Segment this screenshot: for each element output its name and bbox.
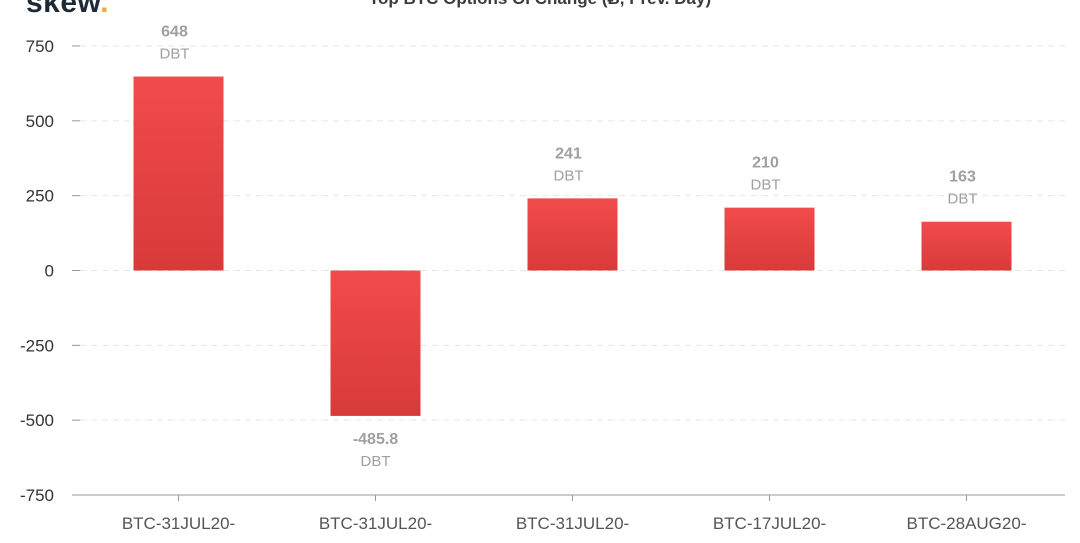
x-tick-label: BTC-28AUG20- (907, 514, 1027, 533)
bar (527, 198, 618, 271)
data-label-unit: DBT (751, 177, 781, 194)
skew-logo: skew. (26, 0, 110, 19)
data-label-value: 648 (161, 24, 188, 41)
bar (921, 221, 1012, 271)
y-tick-label: -750 (20, 486, 54, 505)
data-label-value: 241 (555, 145, 582, 162)
y-tick-label: 750 (26, 37, 54, 56)
y-tick-label: -250 (20, 336, 54, 355)
data-label-value: 210 (752, 155, 779, 172)
bar (133, 76, 224, 271)
x-tick-label: BTC-31JUL20- (319, 514, 432, 533)
data-label-unit: DBT (948, 191, 978, 208)
y-tick-label: 0 (45, 262, 54, 281)
y-tick-label: 500 (26, 112, 54, 131)
y-tick-label: -500 (20, 411, 54, 430)
bar (330, 270, 421, 416)
x-tick-label: BTC-31JUL20- (122, 514, 235, 533)
data-label-unit: DBT (554, 167, 584, 184)
data-label-value: -485.8 (353, 431, 398, 448)
data-label-unit: DBT (361, 453, 391, 470)
data-label-value: 163 (949, 169, 976, 186)
chart-title: Top BTC Options OI Change (Ƀ, Prev. Day) (0, 0, 1080, 9)
x-tick-label: BTC-31JUL20- (516, 514, 629, 533)
x-tick-label: BTC-17JUL20- (713, 514, 826, 533)
data-label-unit: DBT (160, 46, 190, 63)
y-tick-label: 250 (26, 187, 54, 206)
bar (724, 207, 815, 271)
